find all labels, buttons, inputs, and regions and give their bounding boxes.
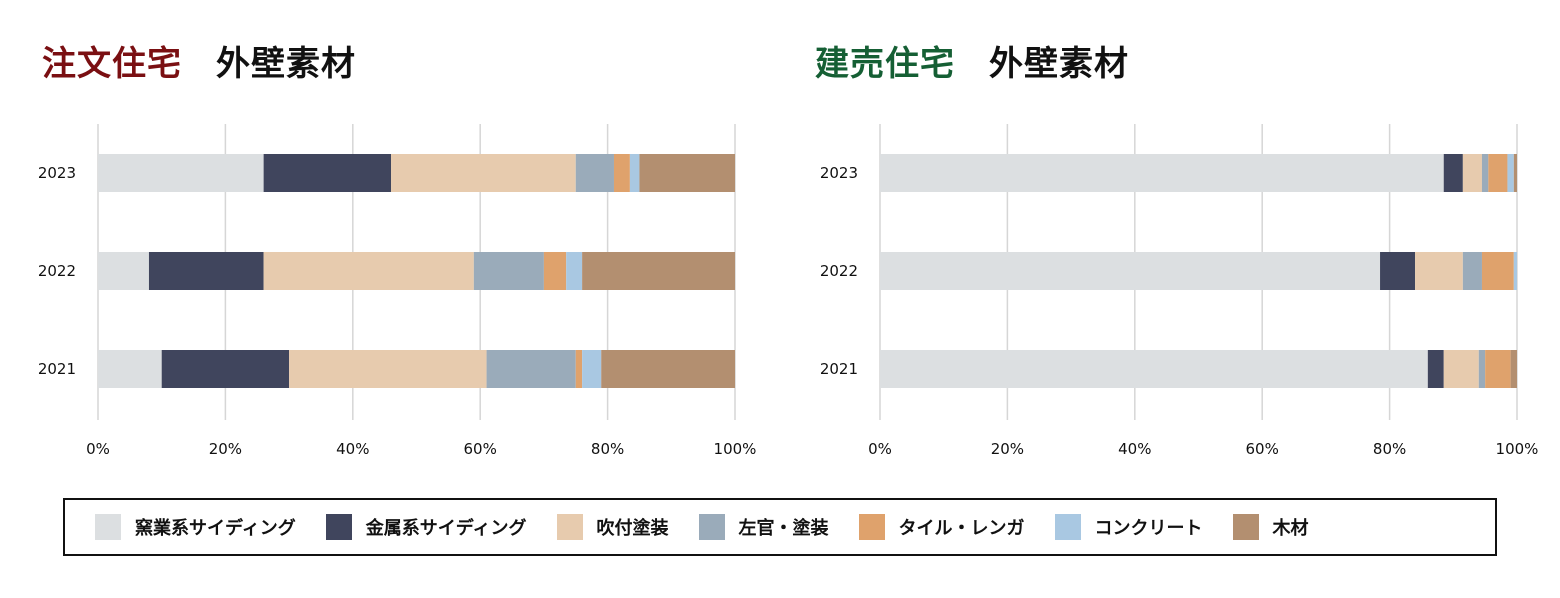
- y-category-label: 2023: [820, 164, 858, 182]
- bar-segment: [880, 154, 1444, 192]
- y-category-label: 2023: [38, 164, 76, 182]
- right-title-main: 外壁素材: [989, 44, 1129, 84]
- y-category-label: 2022: [38, 262, 76, 280]
- x-tick-label: 40%: [1118, 440, 1151, 458]
- bar-segment: [575, 350, 583, 388]
- legend-swatch: [858, 514, 885, 540]
- bar-segment: [1481, 154, 1489, 192]
- bar-segment: [1510, 350, 1517, 388]
- bar-segment: [98, 350, 162, 388]
- bar-segment: [1415, 252, 1463, 290]
- bar-segment: [543, 252, 567, 290]
- bar-segment: [486, 350, 576, 388]
- legend-item: 吹付塗装: [556, 514, 669, 540]
- right-title-accent: 建売住宅: [815, 44, 955, 84]
- bar-segment: [1513, 252, 1517, 290]
- x-tick-label: 0%: [86, 440, 110, 458]
- y-category-label: 2022: [820, 262, 858, 280]
- legend-swatch: [698, 514, 725, 540]
- legend-label: コンクリート: [1094, 518, 1203, 539]
- legend-item: タイル・レンガ: [858, 514, 1025, 540]
- bar-segment: [582, 252, 735, 290]
- bar-segment: [1478, 350, 1486, 388]
- legend-swatch: [1054, 514, 1081, 540]
- x-tick-label: 80%: [1373, 440, 1406, 458]
- bar-segment: [263, 252, 474, 290]
- x-tick-label: 20%: [991, 440, 1024, 458]
- bar-segment: [629, 154, 640, 192]
- bar-segment: [613, 154, 630, 192]
- bar-segment: [880, 252, 1381, 290]
- bar-segment: [1462, 154, 1482, 192]
- legend: 窯業系サイディング 金属系サイディング 吹付塗装 左官・塗装 タイル・レンガ コンクリート…: [63, 498, 1497, 556]
- legend-swatch: [95, 514, 121, 540]
- x-tick-label: 100%: [1496, 440, 1539, 458]
- bar-segment: [639, 154, 735, 192]
- legend-item: 木材: [1232, 514, 1309, 540]
- bar-segment: [98, 154, 264, 192]
- bar-segment: [1513, 154, 1517, 192]
- bar-segment: [1443, 350, 1479, 388]
- left-title-accent: 注文住宅: [42, 44, 182, 84]
- y-category-label: 2021: [38, 360, 76, 378]
- legend-item: 左官・塗装: [698, 514, 829, 540]
- bar-segment: [1485, 350, 1511, 388]
- legend-item: コンクリート: [1054, 514, 1203, 540]
- legend-swatch: [1232, 514, 1259, 540]
- bar-segment: [161, 350, 290, 388]
- x-tick-label: 60%: [1246, 440, 1279, 458]
- legend-label: 吹付塗装: [596, 518, 669, 539]
- x-tick-label: 80%: [591, 440, 624, 458]
- legend-label: タイル・レンガ: [898, 518, 1025, 539]
- legend-item: 窯業系サイディング: [95, 514, 296, 540]
- legend-swatch: [325, 514, 352, 540]
- y-category-label: 2021: [820, 360, 858, 378]
- bar-segment: [289, 350, 487, 388]
- legend-label: 金属系サイディング: [365, 518, 527, 539]
- bar-segment: [1462, 252, 1482, 290]
- right-chart-title: 建売住宅 外壁素材: [815, 36, 1129, 85]
- bar-segment: [1443, 154, 1463, 192]
- bar-segment: [263, 154, 392, 192]
- legend-label: 窯業系サイディング: [135, 518, 296, 539]
- x-tick-label: 40%: [336, 440, 369, 458]
- x-tick-label: 100%: [714, 440, 757, 458]
- bar-segment: [582, 350, 602, 388]
- x-tick-label: 0%: [868, 440, 892, 458]
- bar-segment: [98, 252, 149, 290]
- x-tick-label: 60%: [464, 440, 497, 458]
- bar-segment: [880, 350, 1428, 388]
- legend-label: 木材: [1272, 518, 1309, 539]
- legend-label: 左官・塗装: [738, 518, 829, 539]
- legend-item: 金属系サイディング: [325, 514, 527, 540]
- bar-segment: [1507, 154, 1514, 192]
- bar-segment: [575, 154, 614, 192]
- bar-segment: [601, 350, 735, 388]
- bar-segment: [1488, 154, 1508, 192]
- left-title-main: 外壁素材: [216, 44, 356, 84]
- left-stacked-bar-chart: 0% 20% 40% 60% 80% 100% 2023 2022 2021: [38, 124, 757, 458]
- legend-swatch: [556, 514, 583, 540]
- left-chart-title: 注文住宅 外壁素材: [42, 36, 356, 85]
- bar-segment: [391, 154, 576, 192]
- bar-segment: [1427, 350, 1444, 388]
- bar-segment: [148, 252, 264, 290]
- x-tick-label: 20%: [209, 440, 242, 458]
- bar-segment: [1481, 252, 1514, 290]
- bar-segment: [566, 252, 583, 290]
- bar-segment: [1380, 252, 1416, 290]
- right-stacked-bar-chart: 0% 20% 40% 60% 80% 100% 2023 2022 2021: [820, 124, 1539, 458]
- bar-segment: [473, 252, 544, 290]
